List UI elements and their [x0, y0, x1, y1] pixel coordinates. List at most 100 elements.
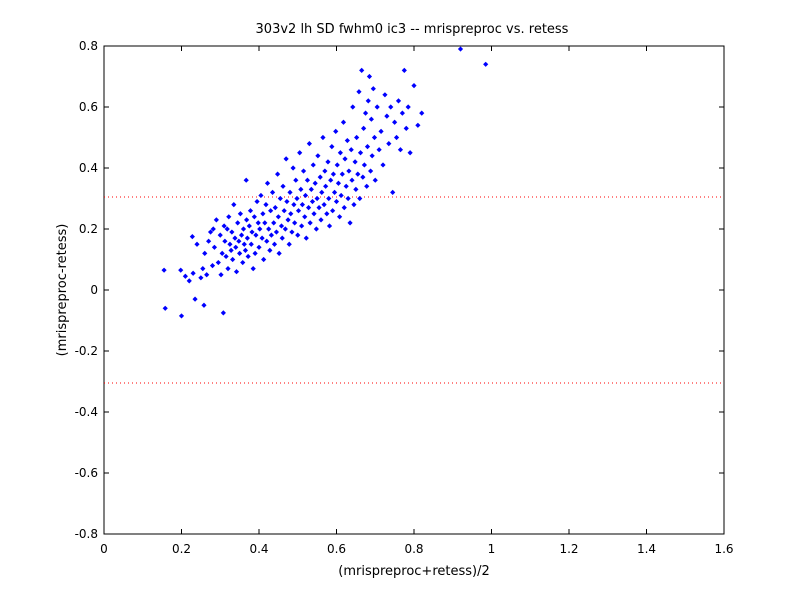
- data-point: [325, 159, 331, 165]
- data-point: [267, 247, 273, 253]
- data-point: [315, 153, 321, 159]
- data-point: [276, 250, 282, 256]
- data-point: [378, 128, 384, 134]
- data-point: [253, 232, 259, 238]
- data-point: [419, 110, 425, 116]
- data-point: [256, 244, 262, 250]
- data-point: [364, 183, 370, 189]
- data-point: [303, 235, 309, 241]
- data-point: [386, 141, 392, 147]
- data-point: [233, 244, 239, 250]
- data-point: [283, 156, 289, 162]
- data-point: [282, 226, 288, 232]
- data-point: [237, 250, 243, 256]
- x-tick-label: 1: [488, 542, 496, 556]
- data-point: [384, 113, 390, 119]
- y-axis-label: (mrispreproc-retess): [55, 224, 70, 357]
- data-point: [380, 162, 386, 168]
- data-point: [298, 186, 304, 192]
- data-point: [259, 235, 265, 241]
- data-point: [362, 110, 369, 116]
- data-point: [401, 67, 407, 73]
- data-point: [330, 208, 336, 214]
- data-point: [229, 229, 235, 235]
- data-point: [355, 171, 361, 177]
- data-point: [255, 220, 261, 226]
- data-point: [244, 235, 250, 241]
- data-point: [326, 223, 333, 229]
- data-point: [347, 220, 353, 226]
- data-point: [235, 220, 241, 226]
- data-point: [322, 168, 328, 174]
- data-point: [268, 232, 274, 238]
- data-point: [275, 171, 281, 177]
- y-tick-label: -0.4: [75, 405, 98, 419]
- data-point: [226, 214, 232, 220]
- data-point: [483, 61, 489, 67]
- y-tick-label: -0.2: [75, 344, 98, 358]
- data-point: [232, 235, 238, 241]
- data-point: [224, 226, 230, 232]
- data-point: [349, 177, 355, 183]
- data-point: [324, 211, 330, 217]
- data-point: [318, 217, 324, 223]
- data-point: [278, 223, 285, 229]
- data-point: [342, 156, 348, 162]
- data-point: [354, 134, 360, 141]
- data-point: [287, 189, 293, 195]
- data-point: [241, 241, 247, 247]
- data-point: [368, 116, 374, 122]
- data-point: [200, 266, 206, 272]
- data-point: [353, 186, 359, 192]
- data-point: [271, 241, 278, 247]
- data-point: [345, 195, 351, 202]
- chart-title: 303v2 lh SD fwhm0 ic3 -- mrispreproc vs.…: [256, 22, 569, 37]
- data-point: [350, 104, 356, 110]
- data-point: [351, 202, 357, 208]
- data-point: [397, 147, 404, 153]
- data-point: [382, 92, 388, 98]
- data-point: [275, 214, 281, 220]
- data-point: [341, 205, 347, 211]
- data-point: [319, 189, 325, 195]
- data-point: [306, 141, 312, 147]
- y-tick-label: 0.2: [79, 222, 98, 236]
- data-point: [284, 198, 290, 205]
- data-point: [352, 159, 358, 165]
- data-point: [320, 134, 326, 141]
- data-point: [368, 168, 374, 174]
- data-point: [323, 183, 329, 189]
- data-point: [371, 134, 378, 141]
- x-tick-label: 1.4: [637, 542, 656, 556]
- data-point: [266, 226, 272, 232]
- x-axis-label: (mrispreproc+retess)/2: [338, 564, 490, 579]
- data-point: [366, 73, 373, 80]
- data-point: [457, 46, 464, 52]
- data-point: [393, 134, 400, 141]
- data-point: [372, 177, 378, 183]
- data-points: [161, 46, 489, 319]
- data-point: [340, 119, 347, 125]
- data-point: [244, 217, 250, 223]
- x-tick-label: 0.2: [172, 542, 191, 556]
- data-point: [240, 226, 247, 232]
- data-point: [361, 162, 367, 168]
- data-point: [343, 183, 349, 189]
- data-point: [237, 211, 243, 217]
- x-tick-label: 1.6: [714, 542, 733, 556]
- data-point: [310, 162, 316, 168]
- data-point: [225, 266, 231, 272]
- data-point: [271, 220, 277, 226]
- data-point: [207, 229, 214, 235]
- data-point: [286, 241, 292, 247]
- data-point: [261, 256, 267, 263]
- data-point: [399, 110, 405, 116]
- data-point: [178, 267, 184, 273]
- data-point: [302, 214, 308, 220]
- data-point: [281, 208, 287, 214]
- data-point: [186, 278, 192, 284]
- data-point: [290, 165, 296, 171]
- data-point: [370, 86, 376, 92]
- data-point: [264, 180, 271, 186]
